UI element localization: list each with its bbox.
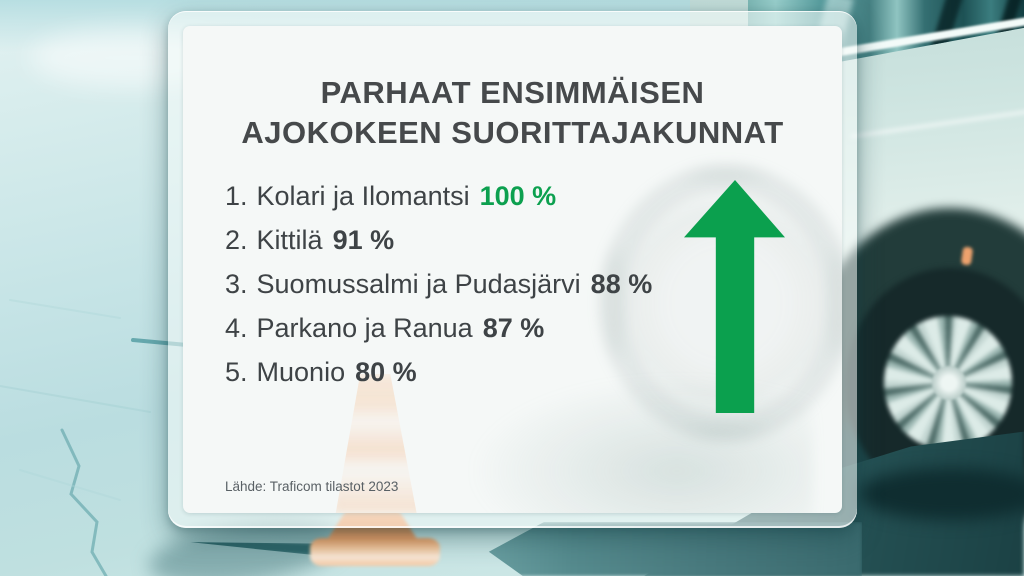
item-name: Muonio (256, 357, 346, 387)
info-card-inner: PARHAAT ENSIMMÄISEN AJOKOKEEN SUORITTAJA… (183, 26, 842, 513)
item-rank: 3. (225, 269, 248, 299)
list-item: 5. Muonio 80 % (225, 350, 822, 394)
item-value: 91 % (332, 225, 395, 255)
page-title: PARHAAT ENSIMMÄISEN AJOKOKEEN SUORITTAJA… (183, 73, 842, 153)
traffic-cone-base (310, 538, 440, 566)
item-rank: 1. (225, 181, 248, 211)
source-note: Lähde: Traficom tilastot 2023 (225, 479, 399, 494)
ranking-list: 1. Kolari ja Ilomantsi 100 % 2. Kittilä 91 %… (225, 174, 822, 394)
item-name: Suomussalmi ja Pudasjärvi (256, 269, 581, 299)
title-line-1: PARHAAT ENSIMMÄISEN (320, 74, 705, 110)
mid-pavement-shadow (488, 522, 862, 576)
item-name: Parkano ja Ranua (256, 313, 473, 343)
list-item: 1. Kolari ja Ilomantsi 100 % (225, 174, 822, 218)
shadow-seen-through-card (473, 378, 813, 513)
item-value: 80 % (355, 357, 417, 387)
item-name: Kittilä (256, 225, 323, 255)
list-item: 3. Suomussalmi ja Pudasjärvi 88 % (225, 262, 822, 306)
item-value: 100 % (479, 181, 557, 211)
tire-shadow (858, 468, 1024, 520)
item-rank: 2. (225, 225, 248, 255)
title-line-2: AJOKOKEEN SUORITTAJAKUNNAT (241, 114, 784, 150)
item-value: 87 % (482, 313, 545, 343)
item-rank: 5. (225, 357, 248, 387)
item-name: Kolari ja Ilomantsi (256, 181, 470, 211)
item-rank: 4. (225, 313, 248, 343)
item-value: 88 % (590, 269, 653, 299)
car-wheel-hub (932, 366, 966, 400)
list-item: 4. Parkano ja Ranua 87 % (225, 306, 822, 350)
info-card: PARHAAT ENSIMMÄISEN AJOKOKEEN SUORITTAJA… (168, 11, 857, 528)
list-item: 2. Kittilä 91 % (225, 218, 822, 262)
